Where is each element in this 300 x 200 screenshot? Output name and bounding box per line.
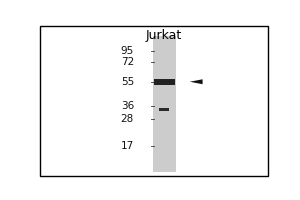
Bar — [154, 79, 175, 85]
Text: 28: 28 — [121, 114, 134, 124]
Bar — [153, 36, 176, 172]
Text: 72: 72 — [121, 57, 134, 67]
Text: 55: 55 — [121, 77, 134, 87]
Polygon shape — [190, 79, 203, 84]
Text: 36: 36 — [121, 101, 134, 111]
Text: 95: 95 — [121, 46, 134, 56]
Text: Jurkat: Jurkat — [146, 29, 182, 42]
Text: 17: 17 — [121, 141, 134, 151]
Bar — [159, 108, 169, 111]
